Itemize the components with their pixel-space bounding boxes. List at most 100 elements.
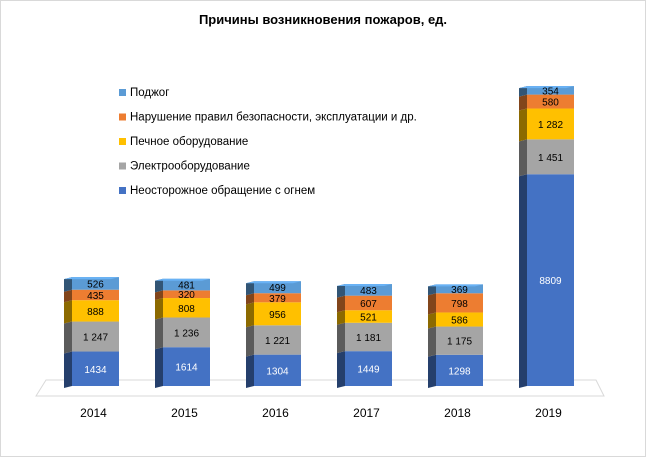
legend-swatch bbox=[119, 162, 126, 170]
bar-side bbox=[155, 278, 163, 293]
bar-segment: 1 282 bbox=[519, 108, 574, 142]
bar-side bbox=[64, 300, 72, 324]
bar bbox=[345, 284, 392, 296]
bar bbox=[436, 312, 483, 327]
data-label: 320 bbox=[178, 290, 195, 301]
bar-segment: 580 bbox=[519, 94, 574, 111]
bar-segment: 1 236 bbox=[155, 317, 210, 350]
x-tick-label: 2015 bbox=[171, 406, 198, 420]
data-label: 1 247 bbox=[83, 333, 108, 344]
bar bbox=[527, 86, 574, 95]
data-label: 1449 bbox=[357, 365, 380, 376]
bar-segment: 320 bbox=[155, 290, 210, 301]
bar-side bbox=[246, 325, 254, 357]
bar-segment: 521 bbox=[337, 310, 392, 325]
bar-segment: 1434 bbox=[64, 351, 119, 388]
bar-side bbox=[519, 86, 527, 97]
bar bbox=[436, 326, 483, 355]
legend-swatch bbox=[119, 187, 126, 194]
bar-segment: 369 bbox=[428, 284, 483, 296]
bar-segment: 1 175 bbox=[428, 326, 483, 357]
bar bbox=[72, 289, 119, 301]
bar-side bbox=[155, 298, 163, 320]
data-label: 607 bbox=[360, 299, 377, 310]
data-label: 1 221 bbox=[265, 336, 290, 347]
bar-side bbox=[155, 317, 163, 350]
bar-top bbox=[246, 281, 301, 284]
bar-side bbox=[337, 295, 345, 313]
x-tick-label: 2019 bbox=[535, 406, 562, 420]
data-label: 1298 bbox=[448, 366, 471, 377]
x-tick-label: 2016 bbox=[262, 406, 289, 420]
bar-top bbox=[64, 277, 119, 280]
bar bbox=[163, 317, 210, 348]
bar-side bbox=[246, 293, 254, 305]
data-label: 888 bbox=[87, 307, 104, 318]
data-label: 1304 bbox=[266, 366, 289, 377]
bar bbox=[254, 302, 301, 326]
bar bbox=[527, 108, 574, 140]
bar-side bbox=[155, 290, 163, 301]
x-tick-label: 2014 bbox=[80, 406, 107, 420]
bar-side bbox=[155, 347, 163, 388]
bar bbox=[345, 322, 392, 352]
bar-side bbox=[246, 354, 254, 388]
bar bbox=[436, 284, 483, 294]
data-label: 1 236 bbox=[174, 328, 199, 339]
data-label: 956 bbox=[269, 310, 286, 321]
bar bbox=[72, 277, 119, 290]
bar bbox=[72, 300, 119, 322]
bar-side bbox=[246, 281, 254, 296]
data-label: 1 181 bbox=[356, 333, 381, 344]
legend-item: Нарушение правил безопасности, эксплуата… bbox=[119, 112, 417, 124]
bar-side bbox=[519, 108, 527, 142]
bar bbox=[345, 351, 392, 386]
bar-segment: 499 bbox=[246, 281, 301, 296]
bar-side bbox=[428, 326, 436, 357]
bar-segment: 354 bbox=[519, 86, 574, 97]
data-label: 354 bbox=[542, 86, 559, 97]
bar bbox=[163, 278, 210, 291]
data-label: 586 bbox=[451, 316, 468, 327]
data-label: 798 bbox=[451, 299, 468, 310]
bar-side bbox=[428, 284, 436, 296]
x-tick-label: 2017 bbox=[353, 406, 380, 420]
bar-side bbox=[64, 289, 72, 303]
bar-side bbox=[428, 312, 436, 329]
bar-segment: 435 bbox=[64, 289, 119, 303]
bar-side bbox=[337, 310, 345, 325]
legend-label: Электрооборудование bbox=[130, 161, 250, 173]
legend-swatch bbox=[119, 89, 126, 96]
bar-segment: 481 bbox=[155, 278, 210, 293]
bar-side bbox=[337, 322, 345, 354]
data-label: 499 bbox=[269, 283, 286, 294]
bar bbox=[163, 298, 210, 318]
bar bbox=[436, 293, 483, 313]
data-label: 379 bbox=[269, 294, 286, 305]
bar-side bbox=[64, 351, 72, 388]
chart-floor-plane bbox=[35, 379, 605, 397]
bar-top bbox=[337, 284, 392, 287]
x-tick-label: 2018 bbox=[444, 406, 471, 420]
legend-label: Поджог bbox=[130, 87, 169, 99]
legend-swatch bbox=[119, 138, 126, 145]
bar-segment: 888 bbox=[64, 300, 119, 324]
bar-segment: 1 181 bbox=[337, 322, 392, 354]
bar-segment: 956 bbox=[246, 302, 301, 328]
bar-side bbox=[519, 139, 527, 177]
legend-item: Печное оборудование bbox=[119, 136, 248, 148]
bar-segment: 379 bbox=[246, 293, 301, 305]
bar bbox=[254, 325, 301, 355]
bar bbox=[345, 310, 392, 323]
bar-side bbox=[519, 174, 527, 388]
data-label: 8809 bbox=[539, 276, 562, 287]
bar bbox=[72, 351, 119, 386]
legend-swatch bbox=[119, 113, 126, 121]
data-label: 481 bbox=[178, 281, 195, 292]
